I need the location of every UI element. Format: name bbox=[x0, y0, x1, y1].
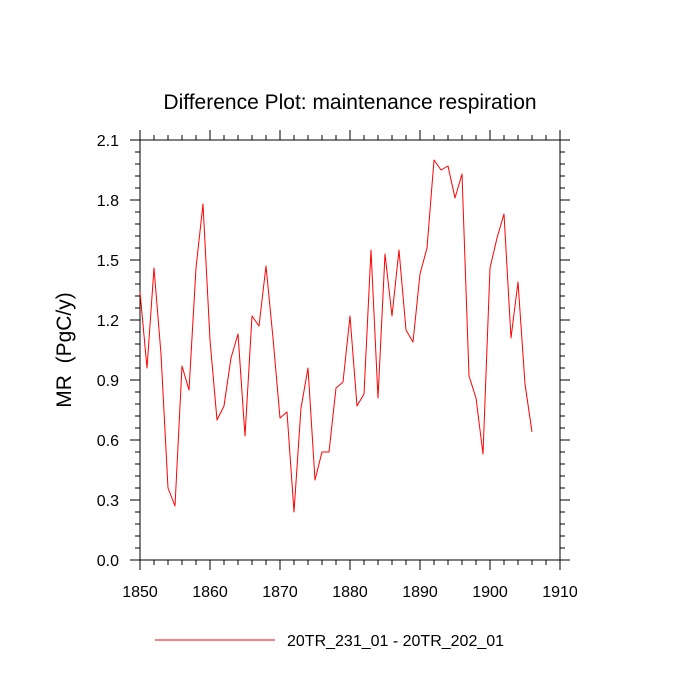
y-tick-label: 1.2 bbox=[97, 313, 119, 330]
x-tick-label: 1900 bbox=[472, 584, 508, 601]
x-tick-label: 1910 bbox=[542, 584, 578, 601]
y-tick-label: 1.8 bbox=[97, 193, 119, 210]
x-axis: 1850 1860 1870 1880 1890 1900 1910 bbox=[122, 130, 578, 601]
x-tick-label: 1860 bbox=[192, 584, 228, 601]
x-tick-label: 1880 bbox=[332, 584, 368, 601]
series-line bbox=[139, 159, 533, 513]
x-tick-label: 1890 bbox=[402, 584, 438, 601]
y-axis-label: MR (PgC/y) bbox=[53, 292, 76, 408]
legend: 20TR_231_01 - 20TR_202_01 bbox=[155, 633, 504, 650]
y-tick-label: 0.9 bbox=[97, 373, 119, 390]
y-tick-label: 2.1 bbox=[97, 133, 119, 150]
y-tick-label: 0.0 bbox=[97, 553, 119, 570]
plot-frame bbox=[139, 139, 561, 561]
x-tick-label: 1850 bbox=[122, 584, 158, 601]
y-axis: 0.0 0.3 0.6 0.9 1.2 1.5 1.8 2.1 bbox=[97, 133, 570, 570]
y-tick-label: 1.5 bbox=[97, 253, 119, 270]
chart-title: Difference Plot: maintenance respiration bbox=[163, 91, 536, 114]
legend-label: 20TR_231_01 - 20TR_202_01 bbox=[287, 633, 504, 650]
x-tick-label: 1870 bbox=[262, 584, 298, 601]
series-layer bbox=[139, 159, 533, 513]
y-tick-label: 0.6 bbox=[97, 433, 119, 450]
y-tick-label: 0.3 bbox=[97, 493, 119, 510]
